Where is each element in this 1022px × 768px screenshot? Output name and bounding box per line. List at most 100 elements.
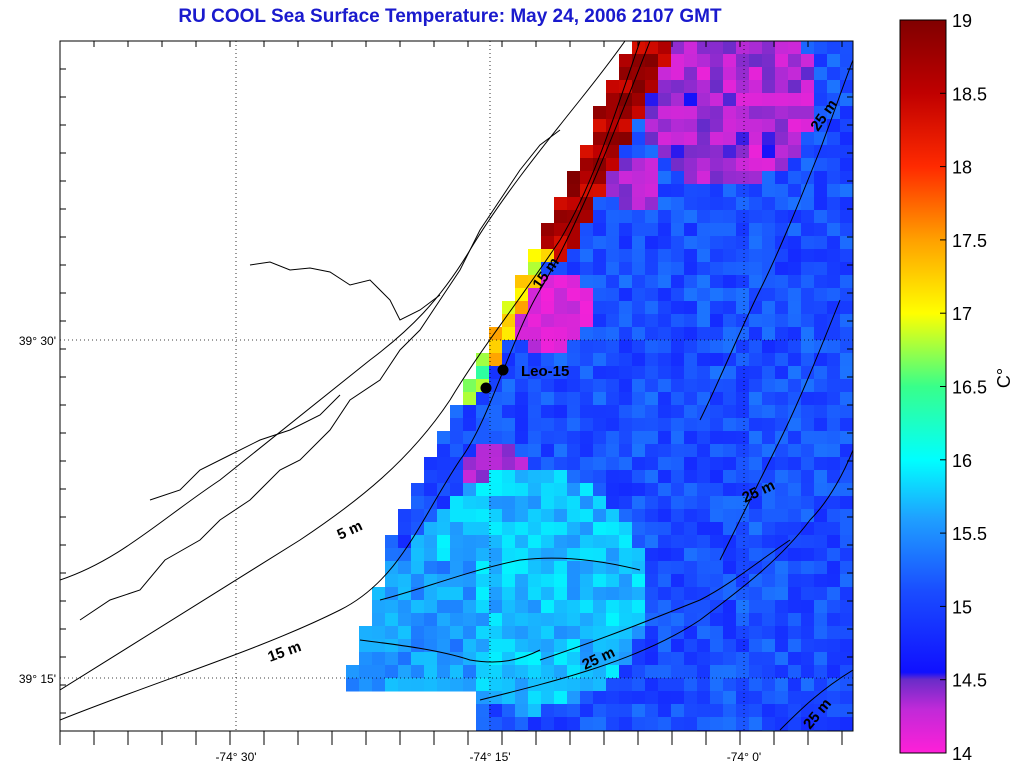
sst-cell: [840, 418, 853, 432]
sst-cell: [671, 665, 685, 679]
sst-cell: [658, 184, 672, 198]
sst-cell: [593, 691, 607, 705]
sst-cell: [671, 327, 685, 341]
sst-cell: [749, 574, 763, 588]
sst-cell: [762, 457, 776, 471]
sst-cell: [515, 665, 529, 679]
sst-cell: [580, 314, 594, 328]
sst-cell: [827, 223, 841, 237]
sst-cell: [580, 665, 594, 679]
sst-cell: [762, 587, 776, 601]
sst-cell: [411, 639, 425, 653]
sst-cell: [762, 535, 776, 549]
sst-cell: [749, 483, 763, 497]
sst-cell: [528, 509, 542, 523]
sst-cell: [593, 522, 607, 536]
sst-cell: [632, 483, 646, 497]
sst-cell: [762, 483, 776, 497]
sst-cell: [684, 184, 698, 198]
sst-cell: [814, 158, 828, 172]
sst-cell: [723, 600, 737, 614]
sst-cell: [619, 600, 633, 614]
sst-cell: [736, 587, 750, 601]
sst-cell: [645, 379, 659, 393]
sst-cell: [684, 392, 698, 406]
sst-cell: [788, 301, 802, 315]
sst-cell: [554, 535, 568, 549]
sst-cell: [840, 496, 853, 510]
sst-cell: [710, 249, 724, 263]
sst-cell: [567, 418, 581, 432]
sst-cell: [736, 314, 750, 328]
sst-cell: [515, 613, 529, 627]
sst-cell: [554, 275, 568, 289]
sst-cell: [840, 444, 853, 458]
sst-cell: [658, 93, 672, 107]
sst-cell: [489, 561, 503, 575]
sst-cell: [489, 379, 503, 393]
sst-cell: [827, 275, 841, 289]
sst-cell: [736, 483, 750, 497]
sst-cell: [710, 405, 724, 419]
sst-cell: [632, 600, 646, 614]
sst-cell: [723, 444, 737, 458]
sst-cell: [827, 54, 841, 68]
sst-cell: [619, 249, 633, 263]
sst-cell: [580, 600, 594, 614]
sst-cell: [801, 379, 815, 393]
sst-cell: [515, 730, 529, 731]
sst-cell: [502, 535, 516, 549]
sst-cell: [671, 288, 685, 302]
sst-cell: [476, 717, 490, 731]
sst-cell: [541, 262, 555, 276]
sst-cell: [632, 561, 646, 575]
sst-cell: [593, 613, 607, 627]
sst-cell: [606, 522, 620, 536]
sst-cell: [658, 236, 672, 250]
sst-cell: [801, 418, 815, 432]
sst-cell: [554, 210, 568, 224]
sst-cell: [554, 262, 568, 276]
sst-cell: [710, 145, 724, 159]
sst-cell: [619, 704, 633, 718]
contour-5m: [60, 41, 641, 691]
sst-cell: [697, 418, 711, 432]
sst-cell: [723, 691, 737, 705]
sst-cell: [827, 457, 841, 471]
sst-cell: [437, 639, 451, 653]
sst-cell: [554, 613, 568, 627]
sst-cell: [554, 522, 568, 536]
sst-cell: [645, 132, 659, 146]
sst-cell: [502, 704, 516, 718]
colorbar-tick-label: 16: [952, 451, 972, 471]
sst-cell: [450, 626, 464, 640]
sst-cell: [580, 249, 594, 263]
sst-cell: [580, 171, 594, 185]
sst-cell: [606, 197, 620, 211]
sst-cell: [723, 132, 737, 146]
sst-cell: [567, 301, 581, 315]
sst-cell: [736, 665, 750, 679]
sst-cell: [606, 548, 620, 562]
plot-frame: [59, 40, 854, 732]
sst-cell: [645, 509, 659, 523]
sst-cell: [658, 197, 672, 211]
sst-cell: [528, 483, 542, 497]
sst-cell: [541, 314, 555, 328]
sst-cell: [671, 275, 685, 289]
sst-cell: [762, 132, 776, 146]
sst-cell: [528, 548, 542, 562]
sst-cell: [671, 93, 685, 107]
sst-cell: [749, 639, 763, 653]
sst-cell: [645, 93, 659, 107]
colorbar-tick-label: 19: [952, 11, 972, 31]
sst-cell: [710, 41, 724, 55]
sst-cell: [632, 470, 646, 484]
sst-cell: [775, 184, 789, 198]
sst-cell: [593, 717, 607, 731]
sst-cell: [359, 678, 373, 692]
sst-cell: [554, 457, 568, 471]
sst-cell: [632, 41, 646, 55]
sst-cell: [580, 223, 594, 237]
sst-cell: [619, 67, 633, 81]
